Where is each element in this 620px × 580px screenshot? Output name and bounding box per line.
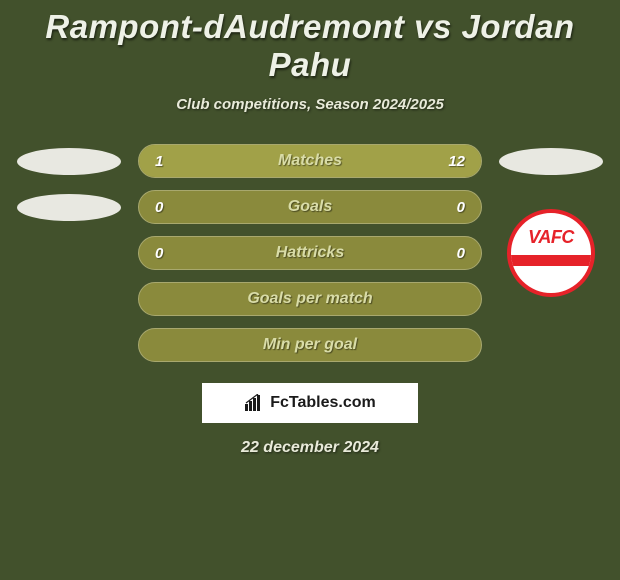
player-placeholder-icon bbox=[17, 148, 121, 175]
left-side-cell bbox=[0, 279, 138, 319]
stat-bar: 0Hattricks0 bbox=[138, 236, 482, 270]
club-badge-icon: VAFC bbox=[507, 209, 595, 297]
right-side-cell bbox=[482, 325, 620, 365]
bar-value-right: 0 bbox=[457, 245, 465, 262]
bar-value-left: 1 bbox=[155, 153, 163, 170]
left-side-cell bbox=[0, 325, 138, 365]
right-side-cell bbox=[482, 141, 620, 181]
bar-label: Min per goal bbox=[139, 336, 481, 354]
brand-box[interactable]: FcTables.com bbox=[202, 383, 418, 423]
date-text: 22 december 2024 bbox=[241, 439, 379, 457]
stat-row: Min per goal bbox=[0, 325, 620, 365]
player-placeholder-icon bbox=[17, 194, 121, 221]
left-side-cell bbox=[0, 141, 138, 181]
bar-chart-icon bbox=[244, 394, 266, 412]
bar-label: Hattricks bbox=[139, 244, 481, 262]
player-placeholder-icon bbox=[499, 148, 603, 175]
brand-text: FcTables.com bbox=[270, 394, 376, 412]
bar-label: Goals per match bbox=[139, 290, 481, 308]
stat-bar: 0Goals0 bbox=[138, 190, 482, 224]
comparison-card: Rampont-dAudremont vs Jordan Pahu Club c… bbox=[0, 0, 620, 457]
stat-row: 0Hattricks0VAFC bbox=[0, 233, 620, 273]
right-side-cell: VAFC bbox=[482, 233, 620, 273]
left-side-cell bbox=[0, 233, 138, 273]
stat-bar: Min per goal bbox=[138, 328, 482, 362]
page-subtitle: Club competitions, Season 2024/2025 bbox=[176, 96, 444, 113]
page-title: Rampont-dAudremont vs Jordan Pahu bbox=[0, 8, 620, 84]
stat-rows: 1Matches120Goals00Hattricks0VAFCGoals pe… bbox=[0, 141, 620, 365]
left-side-cell bbox=[0, 187, 138, 227]
club-badge-text: VAFC bbox=[511, 227, 591, 248]
stat-bar: Goals per match bbox=[138, 282, 482, 316]
club-badge-band bbox=[507, 255, 595, 266]
bar-label: Goals bbox=[139, 198, 481, 216]
bar-label: Matches bbox=[139, 152, 481, 170]
bar-value-left: 0 bbox=[155, 245, 163, 262]
bar-value-right: 12 bbox=[448, 153, 465, 170]
bar-value-left: 0 bbox=[155, 199, 163, 216]
bar-value-right: 0 bbox=[457, 199, 465, 216]
stat-bar: 1Matches12 bbox=[138, 144, 482, 178]
stat-row: 1Matches12 bbox=[0, 141, 620, 181]
